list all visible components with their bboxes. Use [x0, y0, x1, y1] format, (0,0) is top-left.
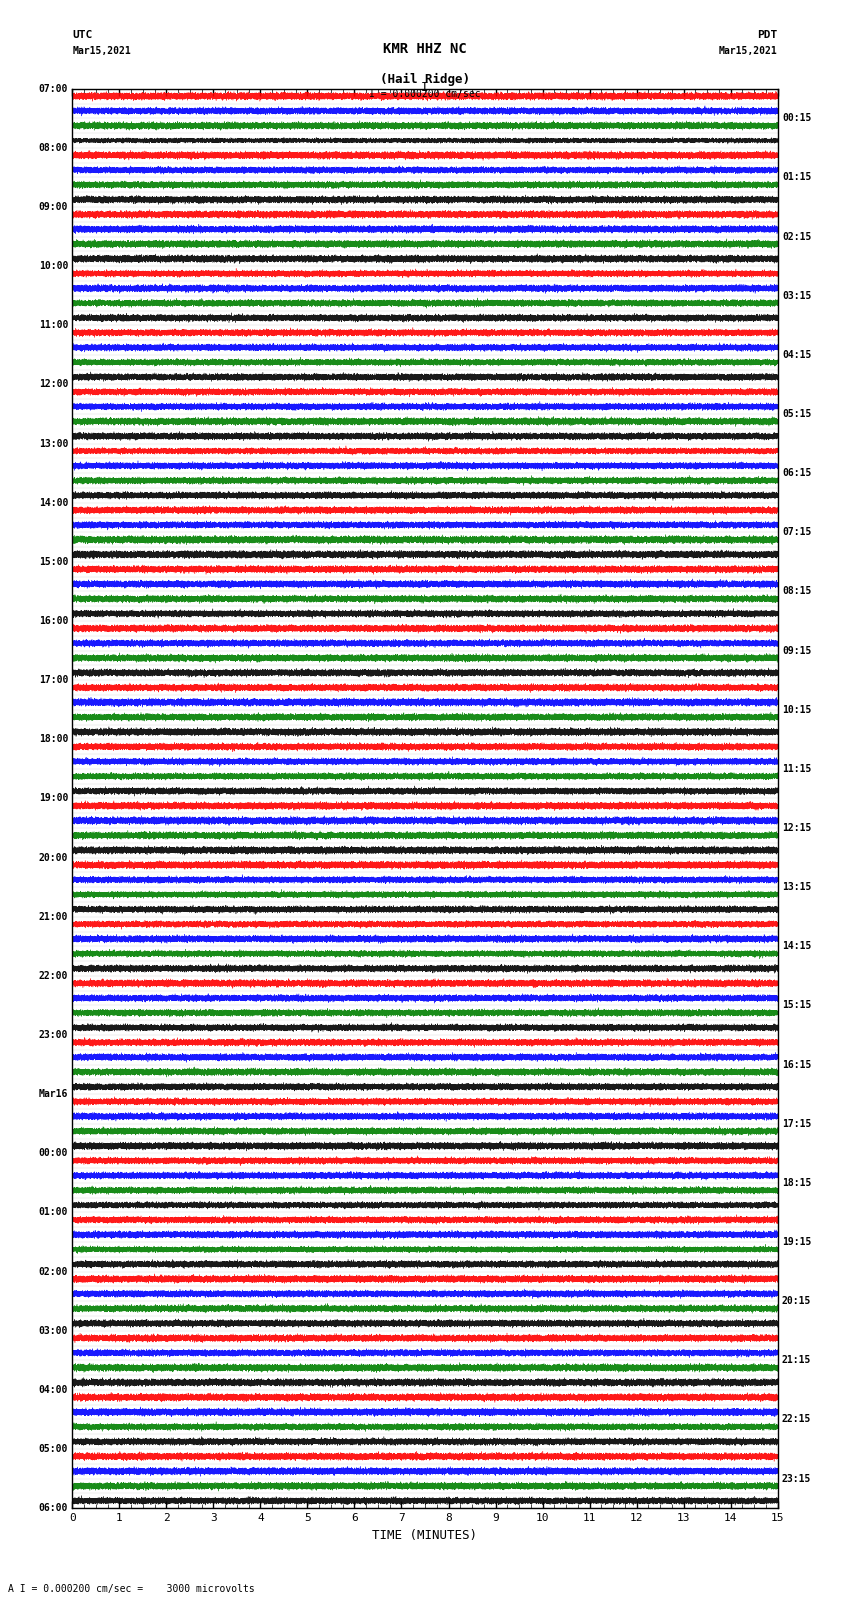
- Text: 01:00: 01:00: [38, 1208, 68, 1218]
- Text: 22:00: 22:00: [38, 971, 68, 981]
- Text: A I = 0.000200 cm/sec =    3000 microvolts: A I = 0.000200 cm/sec = 3000 microvolts: [8, 1584, 255, 1594]
- Text: 06:15: 06:15: [782, 468, 812, 477]
- Text: 18:00: 18:00: [38, 734, 68, 744]
- Text: KMR HHZ NC: KMR HHZ NC: [383, 42, 467, 56]
- Text: 07:15: 07:15: [782, 527, 812, 537]
- Text: PDT: PDT: [757, 31, 778, 40]
- Text: 03:15: 03:15: [782, 290, 812, 300]
- Text: 01:15: 01:15: [782, 173, 812, 182]
- Text: 05:15: 05:15: [782, 410, 812, 419]
- Text: 14:15: 14:15: [782, 942, 812, 952]
- Text: 15:00: 15:00: [38, 556, 68, 566]
- Text: 04:00: 04:00: [38, 1386, 68, 1395]
- Text: 13:15: 13:15: [782, 882, 812, 892]
- Text: 02:15: 02:15: [782, 232, 812, 242]
- Text: 14:00: 14:00: [38, 498, 68, 508]
- Text: 23:15: 23:15: [782, 1474, 812, 1484]
- Text: 20:00: 20:00: [38, 853, 68, 863]
- Text: I: I: [422, 81, 428, 94]
- Text: 12:00: 12:00: [38, 379, 68, 389]
- Text: 11:00: 11:00: [38, 321, 68, 331]
- Text: 23:00: 23:00: [38, 1031, 68, 1040]
- Text: 18:15: 18:15: [782, 1177, 812, 1187]
- Text: 05:00: 05:00: [38, 1444, 68, 1453]
- Text: 07:00: 07:00: [38, 84, 68, 94]
- Text: 10:15: 10:15: [782, 705, 812, 715]
- Text: 21:15: 21:15: [782, 1355, 812, 1365]
- Text: 10:00: 10:00: [38, 261, 68, 271]
- Text: Mar15,2021: Mar15,2021: [719, 47, 778, 56]
- Text: 12:15: 12:15: [782, 823, 812, 832]
- Text: 03:00: 03:00: [38, 1326, 68, 1336]
- Text: 08:15: 08:15: [782, 587, 812, 597]
- Text: 08:00: 08:00: [38, 144, 68, 153]
- Text: 15:15: 15:15: [782, 1000, 812, 1010]
- Text: 17:15: 17:15: [782, 1119, 812, 1129]
- Text: I = 0.000200 cm/sec: I = 0.000200 cm/sec: [369, 89, 481, 98]
- Text: 11:15: 11:15: [782, 765, 812, 774]
- Text: UTC: UTC: [72, 31, 93, 40]
- Text: 22:15: 22:15: [782, 1415, 812, 1424]
- Text: 13:00: 13:00: [38, 439, 68, 448]
- Text: 19:00: 19:00: [38, 794, 68, 803]
- Text: 19:15: 19:15: [782, 1237, 812, 1247]
- Text: 16:15: 16:15: [782, 1060, 812, 1069]
- Text: 17:00: 17:00: [38, 676, 68, 686]
- Text: Mar15,2021: Mar15,2021: [72, 47, 131, 56]
- Text: 06:00: 06:00: [38, 1503, 68, 1513]
- X-axis label: TIME (MINUTES): TIME (MINUTES): [372, 1529, 478, 1542]
- Text: 21:00: 21:00: [38, 911, 68, 921]
- Text: 16:00: 16:00: [38, 616, 68, 626]
- Text: 00:15: 00:15: [782, 113, 812, 123]
- Text: 20:15: 20:15: [782, 1297, 812, 1307]
- Text: Mar16: Mar16: [38, 1089, 68, 1098]
- Text: 00:00: 00:00: [38, 1148, 68, 1158]
- Text: (Hail Ridge): (Hail Ridge): [380, 73, 470, 85]
- Text: 09:15: 09:15: [782, 645, 812, 655]
- Text: 02:00: 02:00: [38, 1266, 68, 1276]
- Text: 04:15: 04:15: [782, 350, 812, 360]
- Text: 09:00: 09:00: [38, 202, 68, 211]
